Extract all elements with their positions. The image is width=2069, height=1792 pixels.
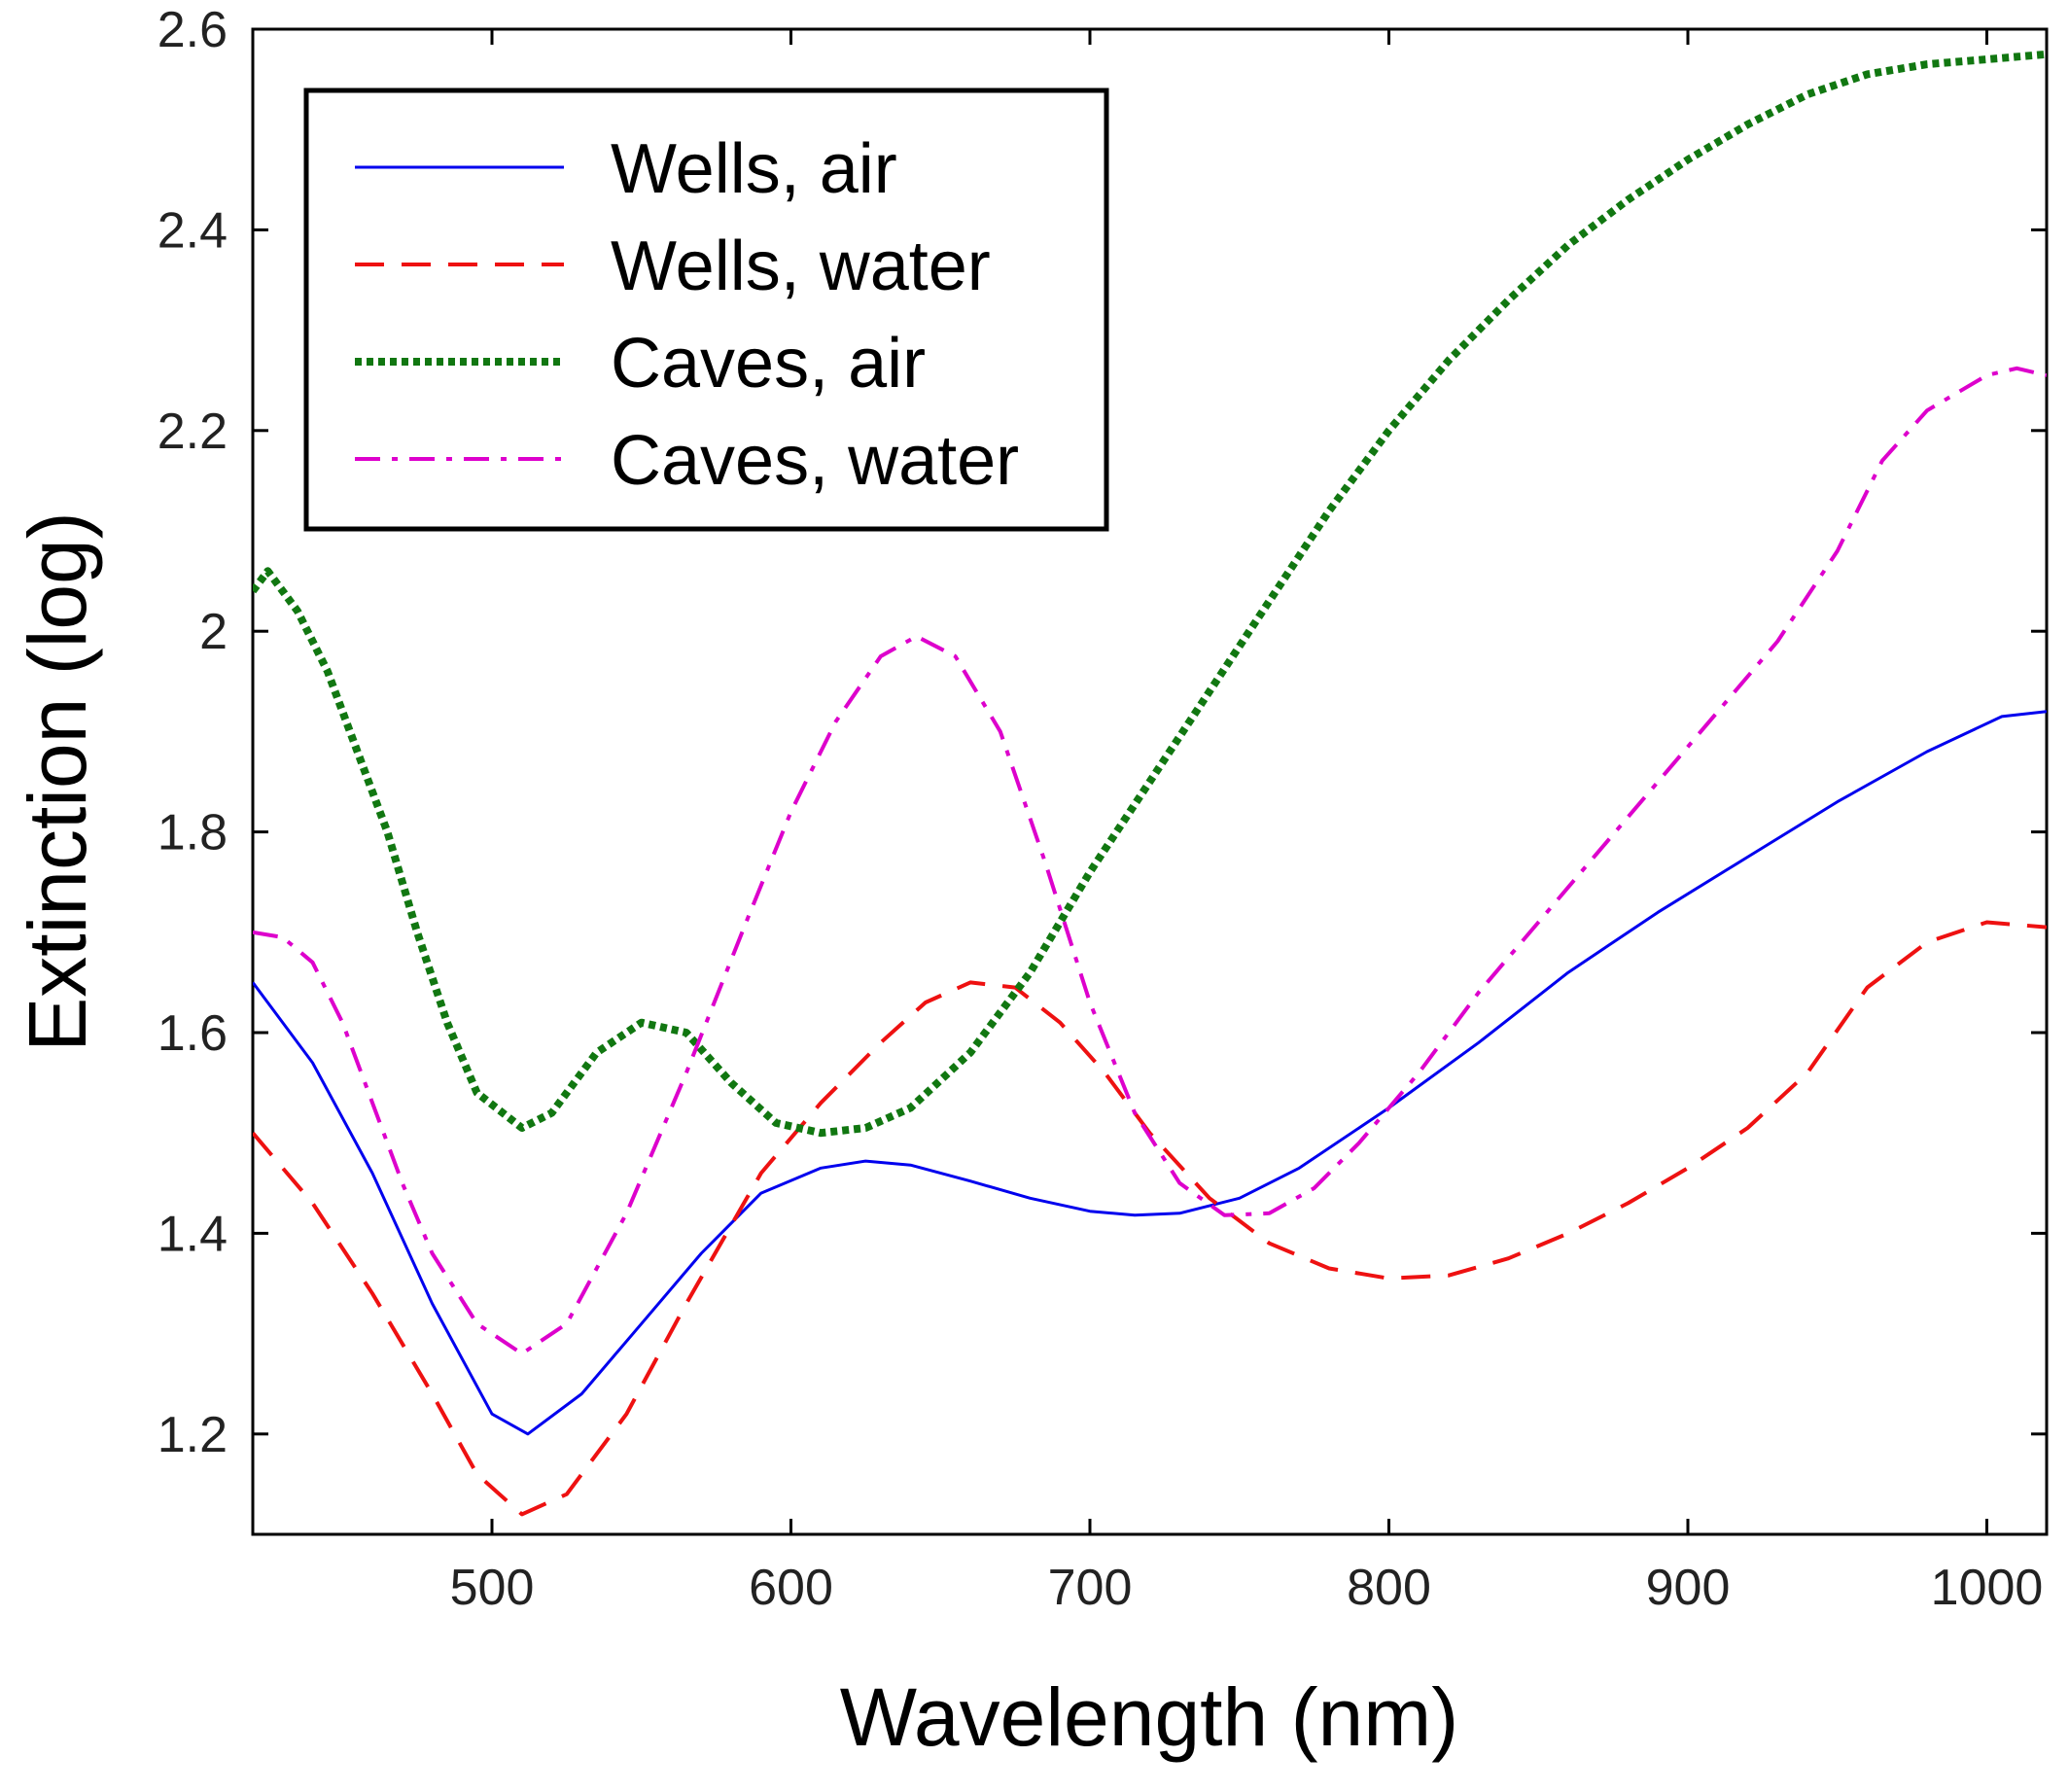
legend-label-wells-water: Wells, water xyxy=(611,228,991,305)
legend-label-caves-air: Caves, air xyxy=(611,325,926,403)
x-tick-label: 900 xyxy=(1646,1560,1731,1616)
series-line-wells-water xyxy=(253,920,2047,1517)
y-tick-label: 2.4 xyxy=(158,202,228,259)
x-tick-label: 1000 xyxy=(1931,1560,2044,1616)
series-line-wells-air xyxy=(253,710,2047,1436)
x-axis-title: Wavelength (nm) xyxy=(840,1671,1458,1763)
x-tick-label: 600 xyxy=(749,1560,833,1616)
legend-items: Wells, air Wells, water Caves, air Caves, w… xyxy=(355,130,1019,500)
x-tick-label: 800 xyxy=(1347,1560,1431,1616)
y-tick-label: 2.2 xyxy=(158,404,228,460)
y-tick-label: 1.2 xyxy=(158,1407,228,1463)
y-tick-label: 1.6 xyxy=(158,1005,228,1062)
y-tick-label: 2 xyxy=(199,604,228,660)
plot-frame xyxy=(251,27,2049,1536)
legend-label-wells-air: Wells, air xyxy=(611,130,897,208)
legend: Wells, air Wells, water Caves, air Caves, w… xyxy=(303,88,1109,532)
legend-box xyxy=(303,88,1109,532)
series-line-caves-water xyxy=(253,366,2047,1356)
y-tick-label: 1.4 xyxy=(158,1206,228,1262)
x-tick-label: 500 xyxy=(450,1560,535,1616)
y-axis-title: Extinction (log) xyxy=(12,511,103,1052)
legend-label-caves-water: Caves, water xyxy=(611,422,1019,500)
x-tick-label: 700 xyxy=(1048,1560,1133,1616)
series-layer xyxy=(253,50,2047,1517)
axis-layer: 500 600 700 800 900 1000 1.2 1.4 1.6 1.8 2 2.2 2.4 2.… xyxy=(158,2,2047,1616)
y-tick-label: 1.8 xyxy=(158,805,228,861)
y-tick-label: 2.6 xyxy=(158,2,228,58)
series-line-caves-air xyxy=(253,50,2047,1138)
